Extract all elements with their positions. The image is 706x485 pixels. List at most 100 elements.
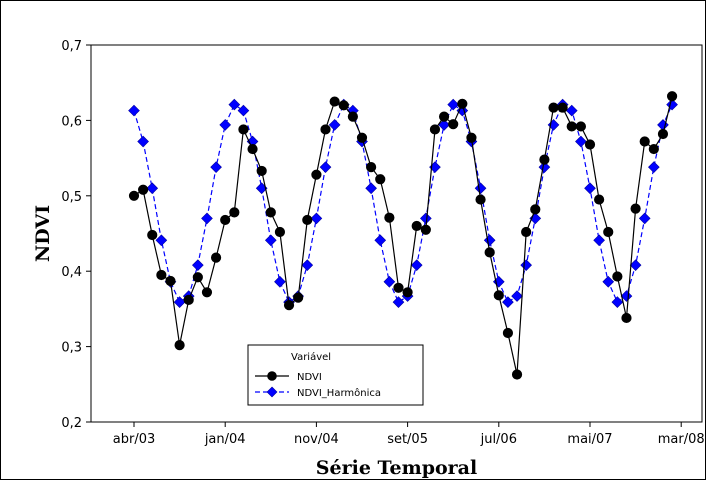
data-point-ndvi — [575, 121, 586, 132]
data-point-ndvi — [247, 143, 258, 155]
data-point-ndvi — [147, 229, 158, 241]
x-tick-label: jan/04 — [204, 432, 246, 447]
data-point-ndvi — [329, 96, 340, 107]
y-tick-label: 0,7 — [61, 39, 82, 54]
x-tick-label: set/05 — [387, 432, 428, 447]
legend-label-ndvi-harmonica: NDVI_Harmônica — [297, 387, 381, 399]
x-tick-label: abr/03 — [113, 432, 156, 447]
data-point-ndvi-harmonica — [648, 161, 660, 173]
y-axis-title: NDVI — [32, 205, 54, 262]
data-point-ndvi-harmonica — [328, 119, 341, 131]
data-point-ndvi-harmonica — [155, 234, 168, 247]
data-point-ndvi — [283, 300, 295, 311]
plot-area-frame — [90, 44, 703, 423]
data-point-ndvi — [311, 169, 322, 180]
legend-title: Variável — [291, 351, 331, 363]
data-point-ndvi-harmonica — [201, 212, 213, 225]
data-point-ndvi — [521, 226, 532, 238]
data-point-ndvi — [210, 252, 222, 263]
data-point-ndvi — [156, 269, 167, 281]
data-point-ndvi — [566, 121, 577, 132]
data-point-ndvi — [402, 287, 413, 298]
data-point-ndvi — [138, 184, 149, 195]
data-point-ndvi — [274, 226, 286, 238]
data-point-ndvi — [375, 174, 386, 185]
data-point-ndvi — [192, 272, 203, 283]
data-point-ndvi-harmonica — [219, 119, 232, 131]
data-point-ndvi — [648, 143, 659, 155]
data-point-ndvi — [594, 194, 605, 205]
data-point-ndvi — [420, 224, 431, 235]
data-point-ndvi — [165, 275, 176, 287]
legend-box — [247, 344, 424, 406]
data-point-ndvi-harmonica — [593, 234, 605, 247]
data-point-ndvi-harmonica — [173, 296, 186, 308]
data-point-ndvi — [174, 339, 185, 351]
data-point-ndvi — [220, 214, 231, 226]
data-point-ndvi-harmonica — [237, 104, 250, 117]
y-tick-label: 0,5 — [61, 190, 82, 205]
series-layer — [128, 91, 678, 380]
x-axis: abr/03 jan/04 nov/04 set/05 jul/06 mai/07 mar/… — [113, 422, 705, 447]
data-point-ndvi — [475, 194, 486, 205]
y-tick-label: 0,6 — [61, 114, 82, 129]
data-point-ndvi — [466, 132, 477, 143]
data-point-ndvi-harmonica — [301, 259, 314, 271]
data-point-ndvi-harmonica — [575, 135, 587, 148]
data-point-ndvi — [557, 102, 568, 113]
data-point-ndvi-harmonica — [319, 161, 332, 173]
data-point-ndvi-harmonica — [383, 275, 396, 288]
data-point-ndvi — [502, 327, 514, 339]
data-point-ndvi-harmonica — [410, 259, 423, 271]
data-point-ndvi — [393, 282, 404, 293]
data-point-ndvi — [493, 290, 504, 301]
data-point-ndvi — [347, 111, 358, 122]
series-line-ndvi-harmonica — [133, 103, 673, 303]
data-point-ndvi-harmonica — [611, 296, 624, 308]
data-point-ndvi-harmonica — [511, 290, 523, 302]
data-point-ndvi — [657, 128, 669, 140]
data-point-ndvi — [384, 212, 395, 223]
x-tick-label: mar/08 — [658, 432, 705, 447]
data-point-ndvi — [429, 124, 441, 135]
data-point-ndvi — [320, 124, 331, 135]
data-point-ndvi — [666, 91, 678, 102]
data-point-ndvi — [530, 204, 541, 215]
legend-marker-ndvi-harmonica — [266, 386, 278, 398]
data-point-ndvi — [539, 154, 550, 165]
x-tick-label: jul/06 — [480, 432, 517, 447]
data-point-ndvi — [338, 100, 349, 111]
x-tick-label: mai/07 — [567, 432, 612, 447]
data-point-ndvi — [356, 132, 368, 143]
data-point-ndvi — [639, 136, 650, 147]
x-tick-label: nov/04 — [294, 432, 339, 447]
data-point-ndvi-harmonica — [228, 98, 241, 111]
series-ndvi — [128, 91, 678, 380]
x-axis-title: Série Temporal — [316, 457, 477, 479]
data-point-ndvi — [293, 292, 304, 303]
data-point-ndvi-harmonica — [474, 182, 487, 195]
data-point-ndvi-harmonica — [192, 259, 204, 271]
data-point-ndvi — [201, 287, 213, 298]
data-point-ndvi — [229, 207, 240, 218]
data-point-ndvi-harmonica — [438, 119, 450, 131]
data-point-ndvi-harmonica — [538, 161, 551, 173]
y-tick-label: 0,4 — [61, 265, 82, 280]
data-point-ndvi-harmonica — [502, 296, 514, 308]
data-point-ndvi-harmonica — [584, 182, 596, 195]
data-point-ndvi-harmonica — [137, 135, 149, 148]
data-point-ndvi-harmonica — [310, 212, 323, 225]
data-point-ndvi — [238, 124, 249, 135]
legend-items: NDVI NDVI_Harmônica — [255, 371, 381, 399]
data-point-ndvi — [411, 220, 422, 232]
data-point-ndvi-harmonica — [666, 98, 678, 111]
legend: Variável NDVI NDVI_Harmônica — [247, 344, 424, 406]
data-point-ndvi — [612, 271, 623, 282]
data-point-ndvi-harmonica — [264, 234, 277, 247]
data-point-ndvi-harmonica — [483, 234, 496, 247]
data-point-ndvi-harmonica — [365, 182, 377, 195]
data-point-ndvi-harmonica — [447, 98, 460, 111]
data-point-ndvi — [603, 226, 614, 238]
